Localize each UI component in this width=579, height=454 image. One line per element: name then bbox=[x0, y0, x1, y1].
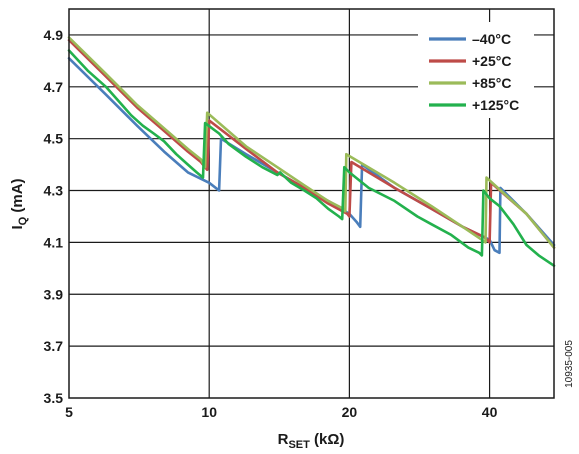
legend-label: +85°C bbox=[472, 75, 511, 91]
legend-label: +25°C bbox=[472, 53, 511, 69]
x-axis-title-unit: (kΩ) bbox=[310, 431, 345, 448]
y-tick-label: 4.5 bbox=[44, 131, 64, 147]
x-tick-label: 20 bbox=[342, 404, 358, 420]
y-tick-label: 4.9 bbox=[44, 27, 64, 43]
figure-id: 10935-005 bbox=[564, 340, 575, 388]
y-tick-label: 4.3 bbox=[44, 183, 64, 199]
legend-label: +125°C bbox=[472, 97, 519, 113]
legend: –40°C +25°C +85°C +125°C bbox=[429, 31, 519, 113]
y-tick-label: 3.5 bbox=[44, 390, 64, 406]
x-axis-title-main: R bbox=[278, 431, 289, 448]
series-line-3 bbox=[67, 49, 556, 267]
y-tick-label: 4.7 bbox=[44, 79, 64, 95]
x-axis-title-sub: SET bbox=[288, 439, 310, 451]
legend-label: –40°C bbox=[472, 31, 511, 47]
x-tick-label: 10 bbox=[201, 404, 217, 420]
series-lines bbox=[67, 36, 556, 267]
plot-frame bbox=[68, 8, 555, 399]
y-axis-title-unit: (mA) bbox=[9, 178, 26, 216]
x-tick-label: 40 bbox=[482, 404, 498, 420]
y-axis-title-main: I bbox=[9, 225, 26, 229]
y-axis-title-sub: Q bbox=[17, 216, 29, 225]
x-tick-label: 5 bbox=[65, 404, 73, 420]
y-tick-label: 4.1 bbox=[44, 234, 64, 250]
y-tick-label: 3.9 bbox=[44, 286, 64, 302]
y-tick-label: 3.7 bbox=[44, 338, 64, 354]
tick-labels: 5 10 20 40 3.5 3.7 3.9 4.1 4.3 4.5 4.7 4.9 bbox=[44, 27, 498, 420]
x-axis-title: RSET (kΩ) bbox=[278, 431, 345, 451]
y-axis-title: IQ (mA) bbox=[9, 178, 29, 229]
